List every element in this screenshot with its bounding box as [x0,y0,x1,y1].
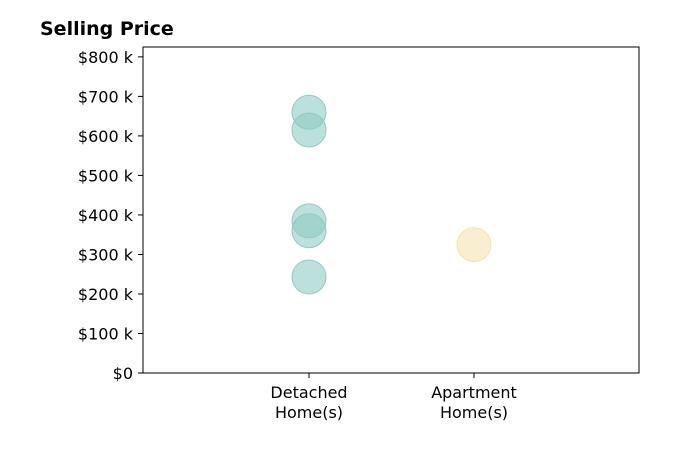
y-tick-label: $500 k [78,166,134,185]
y-tick-label: $600 k [78,127,134,146]
y-tick-label: $200 k [78,285,134,304]
data-point [291,213,327,249]
y-tick-label: $100 k [78,324,134,343]
plot-frame [142,46,640,374]
x-tick-label: Apartment Home(s) [431,383,517,422]
y-tick-label: $700 k [78,87,134,106]
y-tick-label: $400 k [78,206,134,225]
x-axis: Detached Home(s) Apartment Home(s) [270,373,517,422]
data-point [291,259,327,295]
data-point [456,227,492,263]
y-tick-label: $0 [113,364,133,383]
chart-title: Selling Price [40,18,174,40]
points-layer [291,94,492,295]
x-tick-label: Detached Home(s) [270,383,347,422]
y-axis: $0 $100 k $200 k $300 k $400 k $500 k $600 k $7… [78,48,143,383]
y-tick-label: $300 k [78,245,134,264]
data-point [291,112,327,148]
y-tick-label: $800 k [78,48,134,67]
